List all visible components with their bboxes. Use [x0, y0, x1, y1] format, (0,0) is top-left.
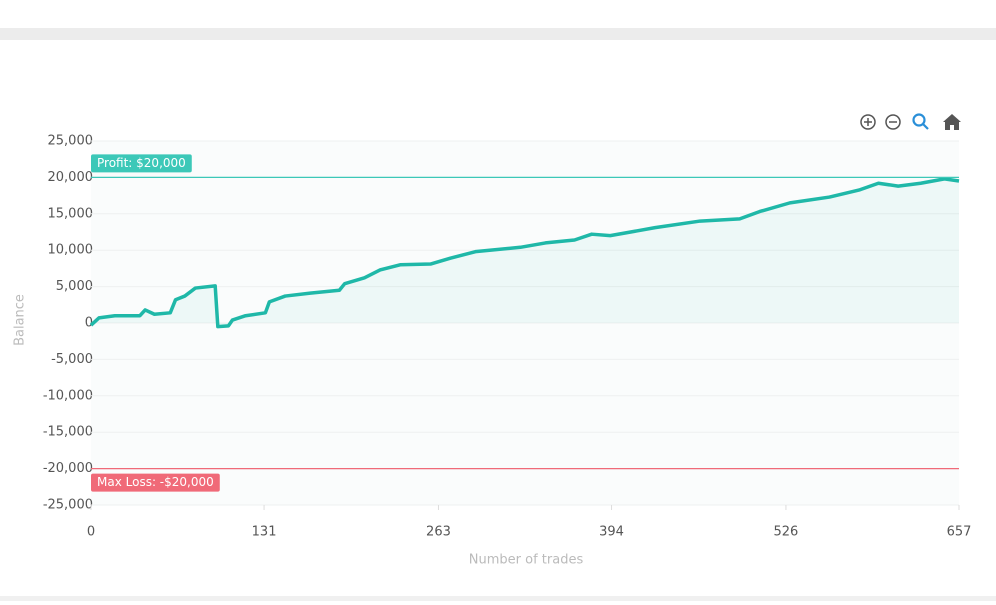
zoom-in[interactable]	[860, 114, 876, 130]
y-axis-label: Balance	[13, 294, 28, 346]
toolbar	[860, 113, 961, 130]
x-tick-label: 394	[599, 525, 624, 540]
y-tick-label: 0	[85, 316, 93, 331]
area	[91, 178, 959, 327]
x-tick-label: 0	[87, 525, 95, 540]
y-tick-label: 15,000	[48, 206, 94, 221]
y-tick-label: -25,000	[43, 498, 93, 513]
x-tick-label: 131	[252, 525, 277, 540]
annotation-bg	[91, 473, 220, 492]
y-tick-label: 5,000	[56, 279, 93, 294]
annotation-label: Profit: $20,000	[91, 154, 192, 173]
y-tick-label: 10,000	[48, 243, 94, 258]
x-axis-label: Number of trades	[469, 553, 584, 568]
zoom-out[interactable]	[885, 114, 901, 130]
y-tick-label: -20,000	[43, 461, 93, 476]
y-tick-label: -15,000	[43, 425, 93, 440]
annotation-label: Max Loss: -$20,000	[91, 473, 220, 492]
annotation-text: Max Loss: -$20,000	[97, 475, 214, 489]
x-tick-label: 526	[774, 525, 799, 540]
zoom-select[interactable]	[912, 113, 929, 130]
x-tick-label: 263	[426, 525, 451, 540]
x-tick-label: 657	[947, 525, 972, 540]
divider	[0, 28, 996, 40]
divider	[0, 596, 996, 601]
annotation-text: Profit: $20,000	[97, 156, 186, 170]
annotation-bg	[91, 154, 192, 173]
y-tick-label: 20,000	[48, 170, 94, 185]
reset[interactable]	[943, 114, 961, 130]
line	[89, 177, 960, 329]
y-tick-label: 25,000	[48, 134, 94, 149]
y-tick-label: -5,000	[51, 352, 93, 367]
y-tick-label: -10,000	[43, 388, 93, 403]
